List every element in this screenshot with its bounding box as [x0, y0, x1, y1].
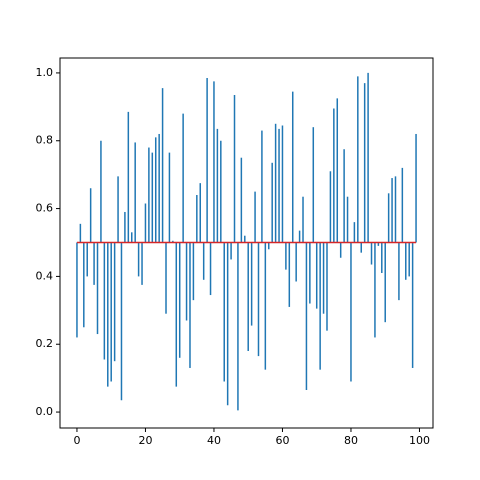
x-tick-label: 20 — [138, 434, 152, 447]
axes-frame — [59, 57, 434, 429]
y-tick-label: 0.2 — [36, 337, 54, 350]
x-tick-label: 60 — [275, 434, 289, 447]
x-tick-label: 80 — [344, 434, 358, 447]
y-tick-label: 0.0 — [36, 405, 54, 418]
x-tick-label: 100 — [409, 434, 430, 447]
y-tick-label: 1.0 — [36, 66, 54, 79]
x-tick-label: 0 — [73, 434, 80, 447]
y-tick-label: 0.6 — [36, 202, 54, 215]
y-tick-label: 0.4 — [36, 269, 54, 282]
x-tick-label: 40 — [207, 434, 221, 447]
y-tick-label: 0.8 — [36, 134, 54, 147]
